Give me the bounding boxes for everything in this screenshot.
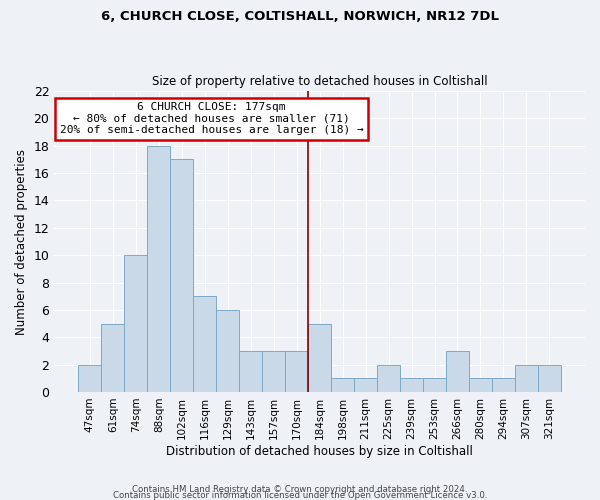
Bar: [331, 378, 354, 392]
Text: 6 CHURCH CLOSE: 177sqm
← 80% of detached houses are smaller (71)
20% of semi-det: 6 CHURCH CLOSE: 177sqm ← 80% of detached…: [60, 102, 364, 135]
Bar: [354, 378, 377, 392]
Bar: [515, 364, 538, 392]
Text: Contains public sector information licensed under the Open Government Licence v3: Contains public sector information licen…: [113, 490, 487, 500]
Bar: [239, 351, 262, 392]
Bar: [216, 310, 239, 392]
Bar: [400, 378, 423, 392]
Bar: [193, 296, 216, 392]
Bar: [170, 160, 193, 392]
Bar: [101, 324, 124, 392]
Text: 6, CHURCH CLOSE, COLTISHALL, NORWICH, NR12 7DL: 6, CHURCH CLOSE, COLTISHALL, NORWICH, NR…: [101, 10, 499, 23]
Bar: [377, 364, 400, 392]
Bar: [492, 378, 515, 392]
Bar: [446, 351, 469, 392]
Bar: [124, 255, 148, 392]
X-axis label: Distribution of detached houses by size in Coltishall: Distribution of detached houses by size …: [166, 444, 473, 458]
Bar: [308, 324, 331, 392]
Bar: [285, 351, 308, 392]
Bar: [262, 351, 285, 392]
Title: Size of property relative to detached houses in Coltishall: Size of property relative to detached ho…: [152, 76, 487, 88]
Bar: [538, 364, 561, 392]
Bar: [423, 378, 446, 392]
Bar: [148, 146, 170, 392]
Bar: [79, 364, 101, 392]
Y-axis label: Number of detached properties: Number of detached properties: [15, 148, 28, 334]
Bar: [469, 378, 492, 392]
Text: Contains HM Land Registry data © Crown copyright and database right 2024.: Contains HM Land Registry data © Crown c…: [132, 484, 468, 494]
